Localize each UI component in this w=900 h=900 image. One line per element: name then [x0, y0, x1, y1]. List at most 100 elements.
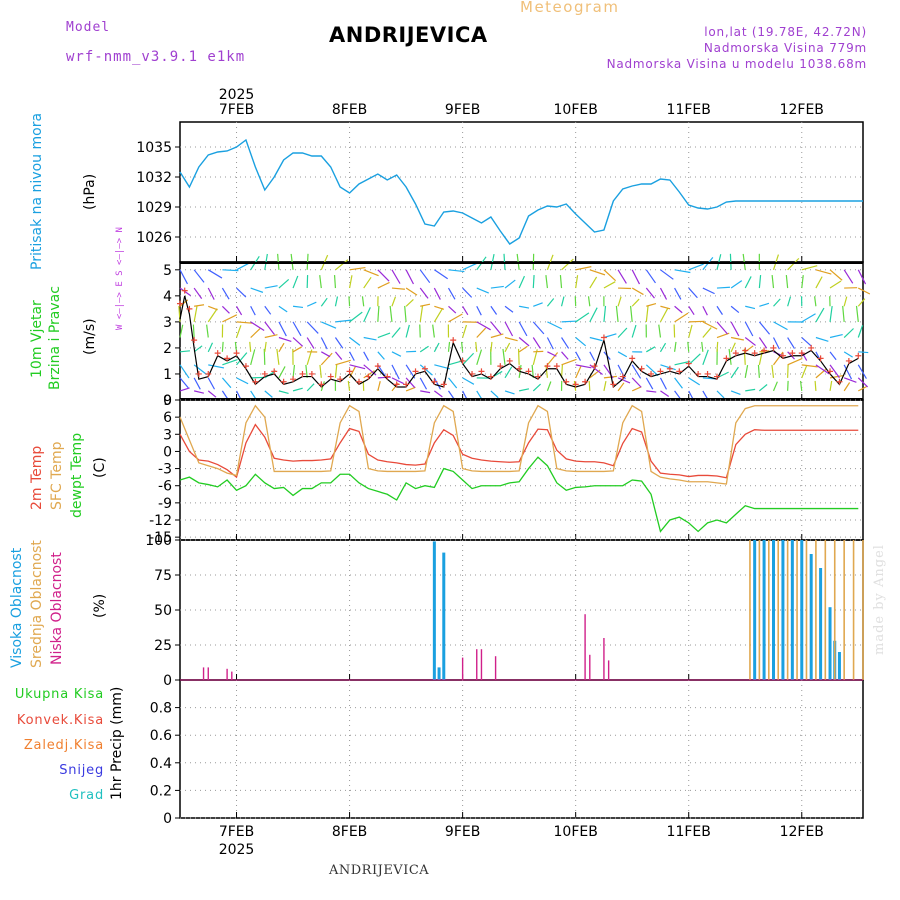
wind-barb	[815, 269, 832, 275]
y-tick-label: 0	[163, 673, 172, 689]
wind-barb	[222, 314, 238, 323]
wind-barb	[434, 305, 445, 310]
wind-barb	[688, 324, 693, 338]
wind-barb	[771, 364, 775, 378]
wind-barb	[377, 332, 391, 339]
wind-barb	[533, 302, 543, 307]
wind-barb	[801, 364, 818, 368]
wind-barb	[207, 377, 216, 390]
wind-barb	[532, 275, 535, 289]
legend-convective-rain: Konvek.Kisa	[16, 713, 104, 728]
wind-barb	[250, 287, 264, 293]
gust-marker	[685, 360, 692, 367]
gust-marker	[676, 368, 683, 375]
y-tick-label: 3	[163, 427, 172, 443]
wind-barb	[405, 299, 414, 307]
wind-barb	[490, 341, 493, 352]
gust-marker	[534, 373, 541, 380]
gust-marker	[619, 373, 626, 380]
legend-hail: Grad	[69, 788, 104, 803]
y-tick-label: 0	[163, 811, 172, 827]
wind-barb	[334, 351, 343, 360]
wind-barb	[575, 364, 592, 369]
y-tick-label: 25	[154, 638, 172, 654]
wind-barb	[320, 352, 333, 366]
wind-barb	[179, 269, 188, 285]
wind-barb	[617, 377, 631, 384]
wind-barb	[829, 269, 843, 281]
wind-barb	[730, 321, 740, 337]
wind-barb	[801, 275, 804, 289]
wind-barb	[236, 352, 248, 366]
wind-barb	[391, 351, 402, 357]
y-tick-label: 1	[163, 367, 172, 383]
wind-barb	[405, 269, 414, 285]
gust-marker	[181, 287, 188, 294]
wind-barb	[631, 287, 644, 296]
wind-barb	[589, 276, 598, 289]
wind-barb	[476, 390, 483, 400]
wind-barb	[292, 364, 296, 378]
gust-marker	[845, 357, 852, 364]
y-tick-label: 1029	[136, 200, 172, 216]
panel-frame-2	[179, 399, 864, 541]
station-elevation: Nadmorska Visina 779m	[703, 41, 867, 55]
wind-barb	[858, 385, 868, 392]
wind-barb	[349, 364, 366, 370]
wind-barb	[617, 327, 628, 338]
wind-barb	[631, 364, 642, 379]
wind-barb	[545, 364, 549, 378]
wind-barb	[179, 377, 189, 389]
cloud-mid-bar	[824, 540, 827, 680]
wind-barb	[615, 305, 619, 322]
wind-barb	[277, 253, 280, 270]
wind-barb	[729, 253, 732, 270]
gust-marker	[469, 370, 476, 377]
gust-marker	[318, 381, 325, 388]
y-tick-label: -6	[158, 479, 172, 495]
wind-barb	[674, 269, 691, 274]
sfc-temp-line	[179, 404, 859, 485]
wind-barb	[674, 305, 683, 314]
gust-marker	[487, 373, 494, 380]
legend-snow: Snijeg	[59, 763, 104, 778]
wind-barb	[617, 351, 628, 358]
cloud-high-bar	[753, 540, 757, 680]
wind-barb	[363, 269, 379, 277]
gust-marker	[412, 368, 419, 375]
wind-barb	[659, 377, 668, 390]
wind-barb	[236, 377, 249, 385]
wind-barb	[561, 337, 570, 349]
gust-marker	[553, 363, 560, 370]
panel-frame-0	[179, 121, 864, 263]
wind-barb	[348, 296, 351, 307]
wind-barb	[730, 366, 739, 379]
wind-barb	[858, 351, 869, 354]
wind-barb	[222, 358, 238, 366]
wind-barb	[208, 364, 225, 369]
y-tick-label: 3	[163, 315, 172, 331]
wind-barb	[589, 269, 606, 276]
wind-barb	[674, 390, 681, 400]
y-tick-label: 100	[145, 533, 172, 549]
bottom-date-label: 11FEB	[667, 824, 711, 840]
y-tick-label: 0	[163, 393, 172, 409]
gust-marker	[544, 363, 551, 370]
wind-barb	[688, 305, 695, 316]
gust-marker	[798, 350, 805, 357]
gust-marker	[450, 337, 457, 344]
wind-barb	[278, 336, 292, 342]
bottom-date-label: 7FEB	[219, 824, 254, 840]
gust-marker	[214, 350, 221, 357]
wind-barb	[347, 380, 351, 391]
wind-barb	[716, 286, 730, 289]
cloud-high-bar	[790, 540, 794, 680]
wind-barb	[660, 305, 671, 310]
gust-marker	[779, 352, 786, 359]
wind-barb	[660, 269, 674, 280]
wind-barb	[730, 342, 736, 353]
wind-barb	[516, 253, 520, 270]
wind-barb	[631, 298, 640, 307]
gust-marker	[638, 365, 645, 372]
wind-barb	[236, 321, 253, 324]
